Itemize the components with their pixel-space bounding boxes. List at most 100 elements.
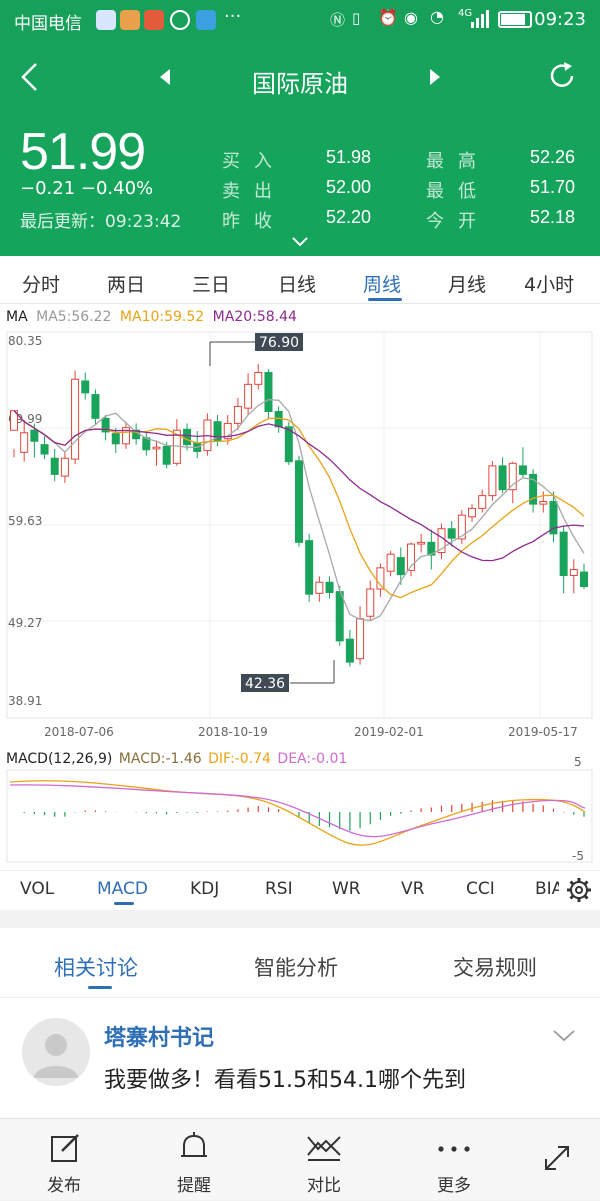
compare-button[interactable]: 对比 (264, 1119, 384, 1201)
tab-monthly[interactable]: 月线 (448, 274, 487, 296)
more-notifications-icon: ··· (224, 6, 242, 27)
gear-icon (567, 878, 591, 902)
more-button[interactable]: 更多 (394, 1119, 514, 1201)
candle-body (71, 378, 80, 460)
bottom-toolbar: 发布 提醒 对比 更多 (0, 1118, 600, 1200)
tab-four-hour[interactable]: 4小时 (524, 274, 575, 296)
expand-quote-button[interactable] (290, 234, 310, 253)
alert-button[interactable]: 提醒 (134, 1119, 254, 1201)
bid-label: 买入 (222, 151, 286, 172)
fullscreen-button[interactable] (540, 1141, 574, 1179)
dif-value: DIF:-0.74 (208, 751, 271, 767)
tab-three-day[interactable]: 三日 (192, 274, 231, 296)
post-author[interactable]: 塔寨村书记 (104, 1026, 215, 1051)
candlestick-chart[interactable]: 80.35 69.99 59.63 49.27 38.91 2018-07-06… (0, 304, 600, 910)
tab-rsi[interactable]: RSI (265, 879, 293, 899)
signal-icon (470, 10, 490, 28)
quote-header: 国际原油 51.99 −0.21 −0.40% 最后更新：09:23:42 买入… (0, 40, 600, 256)
tab-trading-rules[interactable]: 交易规则 (453, 956, 537, 980)
candle-body (529, 473, 538, 505)
back-button[interactable] (18, 60, 40, 98)
candle-body (539, 501, 548, 505)
min-callout-box (241, 674, 289, 692)
avatar[interactable] (22, 1018, 90, 1086)
post-expand-button[interactable] (552, 1028, 576, 1048)
tab-fade (578, 264, 600, 300)
tab-daily[interactable]: 日线 (278, 274, 317, 296)
ma-label: MA (6, 309, 28, 325)
low-value: 51.70 (530, 177, 576, 197)
candle-body (366, 588, 375, 617)
date-tick: 2019-02-01 (354, 725, 424, 739)
compare-label: 对比 (307, 1176, 341, 1196)
default-avatar-icon (34, 1034, 78, 1078)
eye-icon: ◉ (404, 8, 418, 27)
refresh-button[interactable] (546, 60, 578, 96)
candle-body (325, 581, 334, 593)
prev-instrument-button[interactable] (158, 68, 172, 90)
price-tick: 49.27 (8, 616, 42, 630)
candle-body (396, 557, 405, 576)
period-tabs: 分时 两日 三日 日线 周线 月线 4小时 (0, 256, 600, 304)
tab-vr[interactable]: VR (401, 879, 425, 899)
next-instrument-button[interactable] (428, 68, 442, 90)
tab-kdj[interactable]: KDJ (190, 879, 220, 899)
candle-body (386, 553, 395, 572)
bid-value: 51.98 (326, 147, 372, 167)
candle-body (91, 394, 100, 419)
ma-legend: MA MA5:56.22 MA10:59.52 MA20:58.44 (6, 309, 297, 325)
candle-body (508, 462, 517, 491)
candle-body (569, 569, 578, 576)
publish-button[interactable]: 发布 (4, 1119, 124, 1201)
dea-line (9, 784, 586, 838)
network-type: 4G (458, 8, 473, 19)
ma20-line (13, 410, 585, 562)
candle-body (549, 501, 558, 535)
prev-close-value: 52.20 (326, 207, 372, 227)
tab-intraday[interactable]: 分时 (22, 274, 61, 296)
date-tick: 2019-05-17 (508, 725, 578, 739)
shield-app-icon (96, 10, 116, 30)
candle-body (406, 543, 415, 571)
candle-body (498, 465, 507, 491)
candle-body (305, 540, 314, 595)
indicator-settings-button[interactable] (566, 877, 592, 907)
dea-value: DEA:-0.01 (277, 751, 348, 767)
candle-body (244, 383, 253, 409)
candle-body (81, 380, 90, 394)
high-label: 最高 (426, 151, 490, 172)
tab-cci[interactable]: CCI (466, 879, 495, 899)
ma10-line (13, 410, 585, 599)
alert-label: 提醒 (177, 1176, 211, 1196)
briefcase-app-icon (120, 10, 140, 30)
tab-smart-analysis[interactable]: 智能分析 (254, 956, 338, 980)
ask-label: 卖出 (222, 181, 286, 202)
candle-body (264, 371, 273, 413)
macd-frame (6, 769, 593, 863)
macd-value: MACD:-1.46 (118, 751, 202, 767)
tab-weekly[interactable]: 周线 (363, 274, 402, 296)
tab-two-day[interactable]: 两日 (107, 274, 146, 296)
candle-body (254, 371, 263, 385)
ma5-line (13, 398, 585, 622)
app-icon (196, 10, 216, 30)
price-tick: 38.91 (8, 694, 42, 708)
chart-panel: MA MA5:56.22 MA10:59.52 MA20:58.44 80.35… (0, 304, 600, 910)
discussion-post[interactable]: 塔寨村书记 我要做多！看看51.5和54.1哪个先到 (0, 998, 600, 1118)
candle-body (376, 567, 385, 590)
candle-body (162, 445, 171, 465)
tab-wr[interactable]: WR (332, 879, 361, 899)
tab-macd[interactable]: MACD (97, 879, 148, 899)
candle-body (468, 507, 477, 518)
candle-body (356, 618, 365, 660)
more-icon (438, 1146, 470, 1152)
battery-icon (498, 11, 532, 28)
carrier-label: 中国电信 (14, 14, 82, 34)
compare-icon (307, 1136, 341, 1161)
candle-body (213, 421, 222, 441)
candle-body (417, 541, 426, 545)
tab-vol[interactable]: VOL (20, 879, 55, 899)
high-value: 52.26 (530, 147, 576, 167)
tab-discussion[interactable]: 相关讨论 (54, 956, 138, 980)
tab-bias[interactable]: BIA (535, 879, 559, 899)
